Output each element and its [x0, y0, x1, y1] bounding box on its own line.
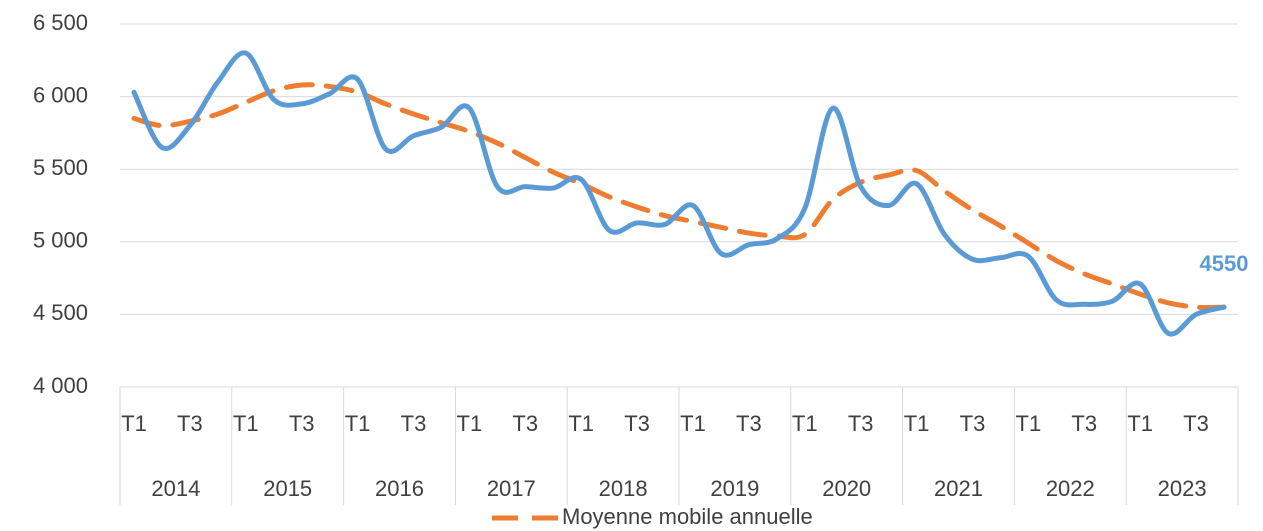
x-group-label: 2014 [151, 476, 200, 501]
x-tick-label: T1 [233, 411, 259, 436]
x-tick-label: T3 [401, 411, 427, 436]
x-tick-label: T1 [568, 411, 594, 436]
x-group-label: 2019 [710, 476, 759, 501]
x-group-label: 2020 [822, 476, 871, 501]
x-tick-label: T1 [121, 411, 147, 436]
x-tick-label: T3 [289, 411, 315, 436]
y-tick-label: 6 500 [33, 10, 88, 35]
y-tick-label: 4 500 [33, 300, 88, 325]
x-group-label: 2018 [599, 476, 648, 501]
x-tick-label: T3 [960, 411, 986, 436]
line-series [131, 50, 1227, 337]
x-tick-label: T3 [1183, 411, 1209, 436]
x-group-label: 2022 [1046, 476, 1095, 501]
x-group-label: 2023 [1158, 476, 1207, 501]
x-tick-label: T3 [848, 411, 874, 436]
x-tick-label: T1 [1127, 411, 1153, 436]
x-tick-label: T3 [1071, 411, 1097, 436]
x-group-label: 2021 [934, 476, 983, 501]
data-label: 4550 [1200, 251, 1249, 276]
y-tick-label: 5 500 [33, 155, 88, 180]
x-group-label: 2017 [487, 476, 536, 501]
y-tick-label: 5 000 [33, 228, 88, 253]
legend-label: Moyenne mobile annuelle [562, 504, 813, 529]
x-tick-label: T1 [457, 411, 483, 436]
x-tick-label: T3 [512, 411, 538, 436]
x-tick-label: T1 [345, 411, 371, 436]
x-tick-label: T3 [177, 411, 203, 436]
x-tick-label: T3 [624, 411, 650, 436]
x-tick-label: T1 [792, 411, 818, 436]
line-series [131, 82, 1227, 310]
x-tick-label: T1 [904, 411, 930, 436]
y-tick-label: 6 000 [33, 82, 88, 107]
x-tick-label: T1 [1016, 411, 1042, 436]
x-tick-label: T3 [736, 411, 762, 436]
y-tick-label: 4 000 [33, 373, 88, 398]
x-tick-label: T1 [680, 411, 706, 436]
x-group-label: 2015 [263, 476, 312, 501]
x-group-label: 2016 [375, 476, 424, 501]
